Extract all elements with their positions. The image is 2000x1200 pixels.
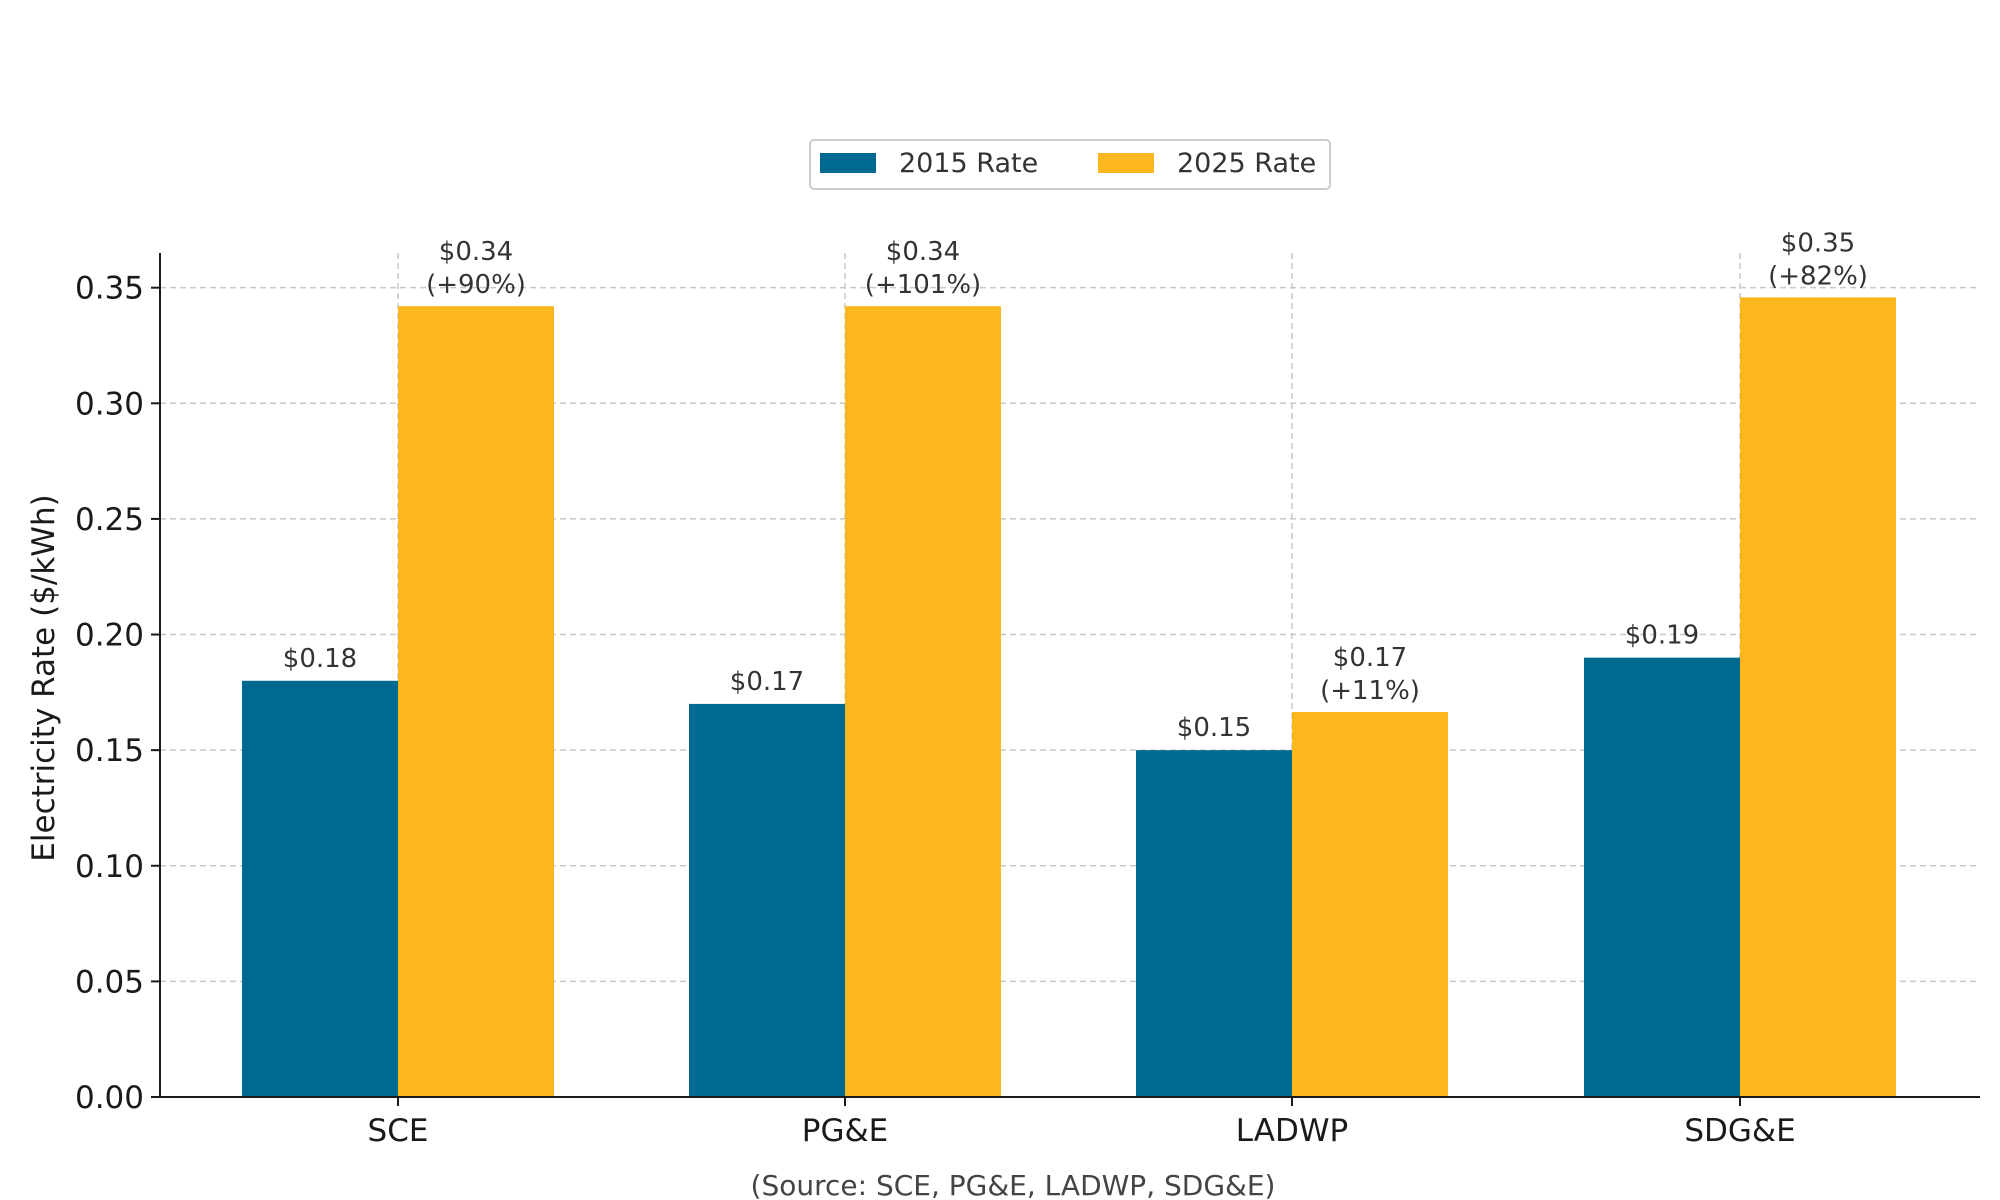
y-tick-label: 0.00 bbox=[75, 1080, 144, 1116]
bar-value-label: $0.34 bbox=[439, 237, 513, 267]
bar-change-label: (+82%) bbox=[1768, 261, 1868, 291]
y-tick-label: 0.10 bbox=[75, 849, 144, 885]
bar-change-label: (+101%) bbox=[865, 270, 981, 300]
x-category-label: SCE bbox=[368, 1113, 429, 1149]
legend: 2015 Rate 2025 Rate bbox=[809, 139, 1331, 190]
bar-2015-LADWP bbox=[1136, 750, 1292, 1097]
bar-value-label: $0.35 bbox=[1781, 228, 1855, 258]
bar-value-label: $0.34 bbox=[886, 237, 960, 267]
bar-value-label: $0.18 bbox=[283, 644, 357, 674]
bar-value-label: $0.17 bbox=[730, 667, 804, 697]
y-tick-label: 0.35 bbox=[75, 271, 144, 307]
bar-value-label: $0.19 bbox=[1625, 621, 1699, 651]
bar-value-label: $0.17 bbox=[1333, 643, 1407, 673]
x-category-label: SDG&E bbox=[1684, 1113, 1795, 1149]
axes-layer: 0.00 0.05 0.10 0.15 0.20 0.25 0.30 0.35 SCE PG&E L… bbox=[75, 253, 1980, 1149]
legend-frame bbox=[809, 139, 1331, 190]
y-tick-label: 0.25 bbox=[75, 502, 144, 538]
y-axis-title: Electricity Rate ($/kWh) bbox=[26, 494, 62, 861]
legend-label-2015: 2015 Rate bbox=[899, 148, 1038, 179]
x-category-label: LADWP bbox=[1236, 1113, 1348, 1149]
bar-2025-LADWP bbox=[1292, 711, 1448, 1097]
y-tick-label: 0.15 bbox=[75, 733, 144, 769]
bar-change-label: (+90%) bbox=[426, 270, 526, 300]
bar-value-label: $0.15 bbox=[1177, 713, 1251, 743]
bar-2025-SCE bbox=[398, 306, 554, 1097]
x-category-label: PG&E bbox=[802, 1113, 888, 1149]
source-note: (Source: SCE, PG&E, LADWP, SDG&E) bbox=[751, 1169, 1276, 1200]
bar-2025-SDG&E bbox=[1740, 297, 1896, 1097]
bar-2015-PG&E bbox=[689, 703, 845, 1097]
y-tick-label: 0.05 bbox=[75, 964, 144, 1000]
bar-change-label: (+11%) bbox=[1320, 676, 1420, 706]
legend-label-2025: 2025 Rate bbox=[1177, 148, 1316, 179]
y-tick-label: 0.20 bbox=[75, 618, 144, 654]
legend-swatch-2015 bbox=[820, 153, 876, 173]
bar-2015-SCE bbox=[242, 680, 398, 1097]
y-tick-label: 0.30 bbox=[75, 386, 144, 422]
bar-2015-SDG&E bbox=[1584, 657, 1740, 1097]
bar-2025-PG&E bbox=[845, 306, 1001, 1097]
bar-labels-layer: $0.18$0.34(+90%)$0.17$0.34(+101%)$0.15$0… bbox=[283, 228, 1868, 743]
legend-swatch-2025 bbox=[1098, 153, 1154, 173]
bars-layer bbox=[242, 297, 1896, 1097]
